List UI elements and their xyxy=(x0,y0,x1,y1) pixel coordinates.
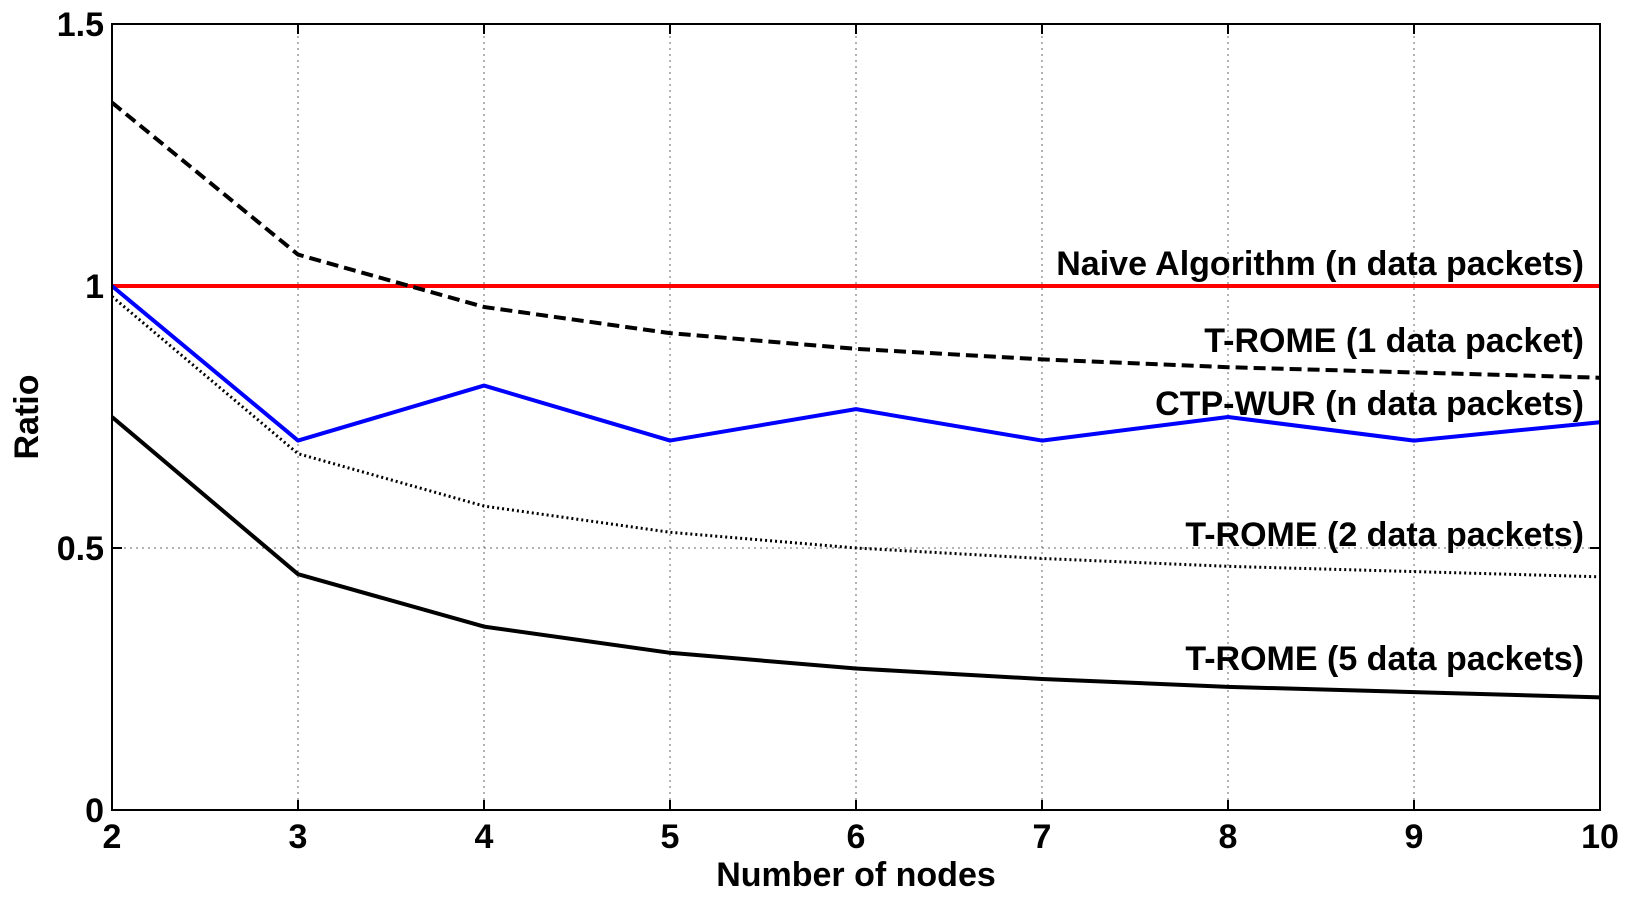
series-line-trome5 xyxy=(110,415,1601,700)
y-tick-labels: 0 0.5 1 1.5 xyxy=(57,6,104,830)
y-axis-label: Ratio xyxy=(8,375,46,460)
x-tick-labels: 2 3 4 5 6 7 8 9 10 xyxy=(103,818,1619,856)
plot-frame xyxy=(111,23,1601,811)
x-tick-label: 5 xyxy=(661,818,680,856)
series-label-naive: Naive Algorithm (n data packets) xyxy=(1056,245,1584,283)
x-tick-label: 6 xyxy=(847,818,866,856)
series-label-trome1: T-ROME (1 data packet) xyxy=(1204,322,1584,360)
x-tick-label: 8 xyxy=(1219,818,1238,856)
series-line-ctpwur xyxy=(110,284,1601,443)
y-tick-label: 0.5 xyxy=(57,530,104,568)
x-axis-label: Number of nodes xyxy=(716,856,996,894)
series-line-trome1 xyxy=(110,101,1601,380)
y-tick-label: 0 xyxy=(85,792,104,830)
x-tick-label: 7 xyxy=(1033,818,1052,856)
series-label-trome2: T-ROME (2 data packets) xyxy=(1185,516,1584,554)
x-tick-label: 4 xyxy=(475,818,494,856)
series-line-trome2 xyxy=(111,295,1601,579)
x-tick-label: 9 xyxy=(1405,818,1424,856)
series-label-trome5: T-ROME (5 data packets) xyxy=(1185,640,1584,678)
x-tick-label: 2 xyxy=(103,818,122,856)
series-labels: Naive Algorithm (n data packets) T-ROME (… xyxy=(1056,245,1584,678)
x-tick-label: 3 xyxy=(289,818,308,856)
series-lines xyxy=(110,101,1601,700)
series-label-ctpwur: CTP-WUR (n data packets) xyxy=(1155,385,1584,423)
x-tick-label: 10 xyxy=(1581,818,1619,856)
y-tick-label: 1 xyxy=(85,268,104,306)
y-tick-label: 1.5 xyxy=(57,6,104,44)
